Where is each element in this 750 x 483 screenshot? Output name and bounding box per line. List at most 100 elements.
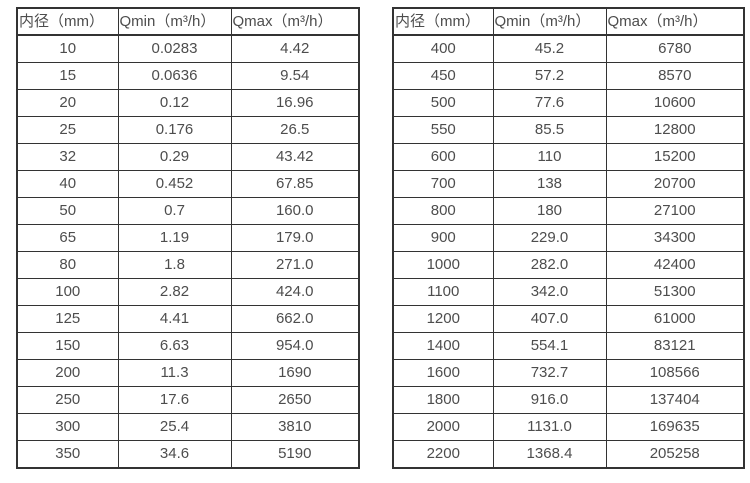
table-cell: 554.1 xyxy=(492,332,607,360)
table-row: 125 4.41 662.0 xyxy=(16,305,360,333)
table-cell: 179.0 xyxy=(230,224,360,252)
table-cell: 25.4 xyxy=(117,413,232,441)
table-cell: 5190 xyxy=(230,440,360,469)
table-row: 500 77.6 10600 xyxy=(392,89,745,117)
column-header: Qmax（m³/h） xyxy=(605,7,745,36)
table-cell: 205258 xyxy=(605,440,745,469)
table-cell: 108566 xyxy=(605,359,745,387)
table-cell: 9.54 xyxy=(230,62,360,90)
table-row: 350 34.6 5190 xyxy=(16,440,360,469)
table-cell: 27100 xyxy=(605,197,745,225)
table-cell: 916.0 xyxy=(492,386,607,414)
table-row: 2000 1131.0 169635 xyxy=(392,413,745,441)
table-cell: 2200 xyxy=(392,440,494,469)
table-cell: 10 xyxy=(16,34,119,63)
table-cell: 0.452 xyxy=(117,170,232,198)
table-cell: 662.0 xyxy=(230,305,360,333)
table-cell: 25 xyxy=(16,116,119,144)
table-row: 100 2.82 424.0 xyxy=(16,278,360,306)
table-cell: 550 xyxy=(392,116,494,144)
table-cell: 1368.4 xyxy=(492,440,607,469)
table-row: 2200 1368.4 205258 xyxy=(392,440,745,469)
table-row: 200 11.3 1690 xyxy=(16,359,360,387)
table-cell: 800 xyxy=(392,197,494,225)
table-cell: 160.0 xyxy=(230,197,360,225)
table-cell: 45.2 xyxy=(492,34,607,63)
table-cell: 4.42 xyxy=(230,34,360,63)
table-cell: 15 xyxy=(16,62,119,90)
table-cell: 0.12 xyxy=(117,89,232,117)
table-cell: 77.6 xyxy=(492,89,607,117)
column-header: 内径（mm） xyxy=(16,7,119,36)
table-cell: 17.6 xyxy=(117,386,232,414)
table-cell: 500 xyxy=(392,89,494,117)
table-cell: 1400 xyxy=(392,332,494,360)
table-row: 550 85.5 12800 xyxy=(392,116,745,144)
table-cell: 1690 xyxy=(230,359,360,387)
table-cell: 300 xyxy=(16,413,119,441)
table-cell: 83121 xyxy=(605,332,745,360)
table-cell: 40 xyxy=(16,170,119,198)
table-cell: 42400 xyxy=(605,251,745,279)
table-row: 40 0.452 67.85 xyxy=(16,170,360,198)
table-cell: 16.96 xyxy=(230,89,360,117)
table-row: 1200 407.0 61000 xyxy=(392,305,745,333)
table-cell: 180 xyxy=(492,197,607,225)
table-cell: 1800 xyxy=(392,386,494,414)
table-cell: 1.19 xyxy=(117,224,232,252)
table-cell: 732.7 xyxy=(492,359,607,387)
table-cell: 6.63 xyxy=(117,332,232,360)
table-row: 800 180 27100 xyxy=(392,197,745,225)
table-row: 700 138 20700 xyxy=(392,170,745,198)
table-cell: 1200 xyxy=(392,305,494,333)
table-cell: 85.5 xyxy=(492,116,607,144)
table-cell: 200 xyxy=(16,359,119,387)
table-cell: 1131.0 xyxy=(492,413,607,441)
table-row: 300 25.4 3810 xyxy=(16,413,360,441)
table-cell: 1100 xyxy=(392,278,494,306)
column-header: 内径（mm） xyxy=(392,7,494,36)
table-row: 1000 282.0 42400 xyxy=(392,251,745,279)
table-cell: 150 xyxy=(16,332,119,360)
table-cell: 4.41 xyxy=(117,305,232,333)
table-cell: 8570 xyxy=(605,62,745,90)
table-cell: 34300 xyxy=(605,224,745,252)
table-cell: 32 xyxy=(16,143,119,171)
table-cell: 65 xyxy=(16,224,119,252)
table-cell: 424.0 xyxy=(230,278,360,306)
table-cell: 2000 xyxy=(392,413,494,441)
table-row: 600 110 15200 xyxy=(392,143,745,171)
table-cell: 34.6 xyxy=(117,440,232,469)
table-row: 15 0.0636 9.54 xyxy=(16,62,360,90)
table-cell: 67.85 xyxy=(230,170,360,198)
table-cell: 12800 xyxy=(605,116,745,144)
diameter-flow-table-left: 内径（mm） Qmin（m³/h） Qmax（m³/h） 10 0.0283 4.42 15… xyxy=(16,7,360,469)
table-cell: 20 xyxy=(16,89,119,117)
table-cell: 400 xyxy=(392,34,494,63)
table-cell: 3810 xyxy=(230,413,360,441)
table-cell: 20700 xyxy=(605,170,745,198)
table-cell: 0.29 xyxy=(117,143,232,171)
table-cell: 110 xyxy=(492,143,607,171)
table-cell: 43.42 xyxy=(230,143,360,171)
table-cell: 900 xyxy=(392,224,494,252)
column-header: Qmin（m³/h） xyxy=(492,7,607,36)
table-cell: 450 xyxy=(392,62,494,90)
table-cell: 11.3 xyxy=(117,359,232,387)
table-cell: 100 xyxy=(16,278,119,306)
table-cell: 6780 xyxy=(605,34,745,63)
table-cell: 137404 xyxy=(605,386,745,414)
header-row: 内径（mm） Qmin（m³/h） Qmax（m³/h） xyxy=(392,7,745,36)
table-cell: 2650 xyxy=(230,386,360,414)
table-cell: 0.0636 xyxy=(117,62,232,90)
table-cell: 138 xyxy=(492,170,607,198)
table-cell: 1600 xyxy=(392,359,494,387)
table-row: 32 0.29 43.42 xyxy=(16,143,360,171)
table-cell: 15200 xyxy=(605,143,745,171)
table-row: 250 17.6 2650 xyxy=(16,386,360,414)
table-cell: 61000 xyxy=(605,305,745,333)
table-cell: 0.7 xyxy=(117,197,232,225)
table-cell: 57.2 xyxy=(492,62,607,90)
table-cell: 125 xyxy=(16,305,119,333)
